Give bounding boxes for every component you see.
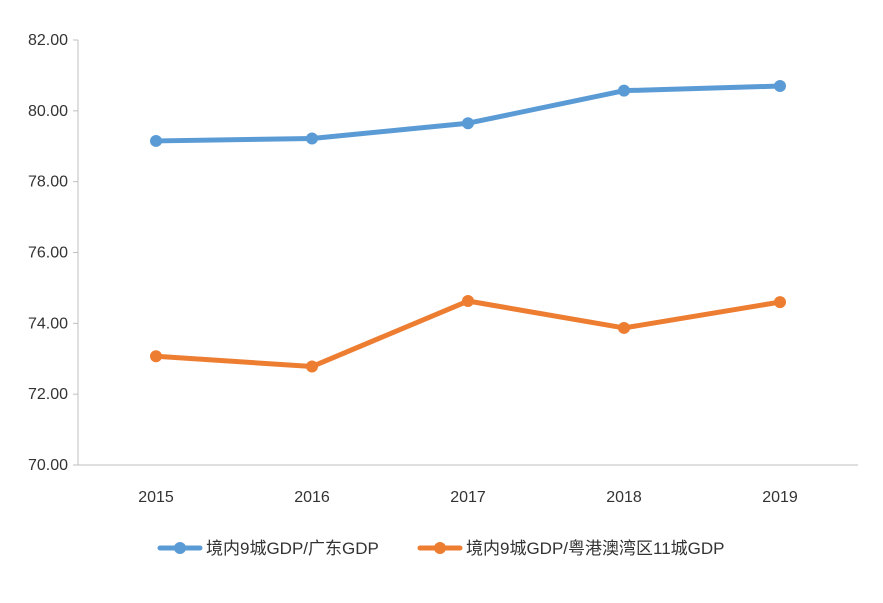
series-2 <box>150 295 786 373</box>
legend: 境内9城GDP/广东GDP 境内9城GDP/粤港澳湾区11城GDP <box>157 539 725 558</box>
y-tick-label: 78.00 <box>28 174 68 191</box>
y-tick-label: 80.00 <box>28 103 68 120</box>
legend-label: 境内9城GDP/广东GDP <box>206 539 379 558</box>
data-point <box>618 321 630 334</box>
data-point <box>774 296 786 309</box>
legend-swatch-marker <box>174 542 186 554</box>
x-tick-label: 2016 <box>294 489 330 506</box>
data-point <box>618 84 630 97</box>
x-tick-label: 2019 <box>762 489 798 506</box>
data-point <box>150 134 162 147</box>
series-line <box>153 298 783 370</box>
data-point <box>462 117 474 130</box>
legend-label: 境内9城GDP/粤港澳湾区11城GDP <box>466 539 725 558</box>
data-point <box>306 132 318 145</box>
y-tick-label: 76.00 <box>28 245 68 262</box>
series-layer <box>150 80 786 373</box>
data-point <box>306 360 318 373</box>
y-tick-label: 72.00 <box>28 386 68 403</box>
x-tick-label: 2017 <box>450 489 486 506</box>
series-1 <box>150 80 786 147</box>
x-tick-label: 2018 <box>606 489 642 506</box>
x-tick-label: 2015 <box>138 489 174 506</box>
legend-item-1: 境内9城GDP/广东GDP <box>157 539 379 558</box>
data-point <box>462 295 474 308</box>
y-tick-label: 70.00 <box>28 457 68 474</box>
axes: 70.00 72.00 74.00 76.00 78.00 80.00 82.00 2015 2… <box>28 32 858 506</box>
data-point <box>774 80 786 93</box>
y-tick-label: 74.00 <box>28 315 68 332</box>
data-point <box>150 350 162 363</box>
legend-item-2: 境内9城GDP/粤港澳湾区11城GDP <box>417 539 725 558</box>
y-tick-label: 82.00 <box>28 32 68 49</box>
legend-swatch-marker <box>434 542 446 554</box>
series-line <box>153 83 783 144</box>
